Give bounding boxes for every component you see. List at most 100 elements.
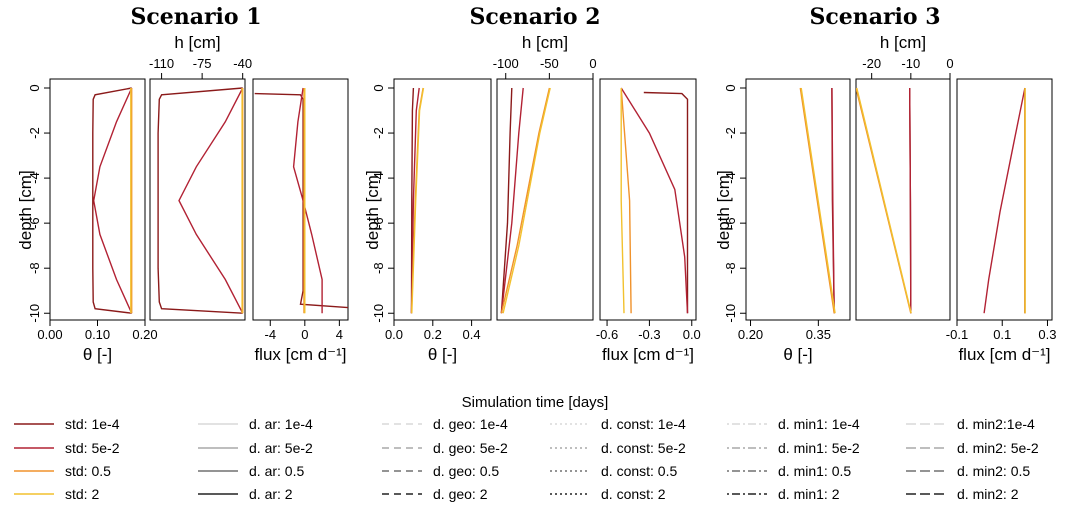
s2-p1-line-std_1e4 xyxy=(410,87,415,314)
s1-p3-series-group xyxy=(254,87,348,314)
s1-p1-xtick-label: 0.00 xyxy=(37,327,62,342)
s3-p2-series-group xyxy=(856,87,912,314)
legend-label: d. geo: 2 xyxy=(433,486,488,502)
legend-label: std: 1e-4 xyxy=(65,416,120,432)
s2-ytick-label: -8 xyxy=(371,262,386,274)
s3-ytick-label: -2 xyxy=(723,127,738,139)
s3-p2-xtick-label: -10 xyxy=(901,56,920,71)
legend-label: d. min2: 5e-2 xyxy=(957,440,1039,456)
s3-p2-xlabel: h [cm] xyxy=(880,33,926,52)
legend-label: d. const: 1e-4 xyxy=(601,416,686,432)
legend-label: d. const: 5e-2 xyxy=(601,440,686,456)
s2-p3-xlabel: flux [cm d⁻¹] xyxy=(602,345,694,364)
legend-label: d. min1: 1e-4 xyxy=(778,416,860,432)
legend-label: d. geo: 1e-4 xyxy=(433,416,508,432)
s1-p1-xtick-label: 0.10 xyxy=(85,327,110,342)
legend-label: std: 5e-2 xyxy=(65,440,120,456)
s2-p2-line-std_1e4 xyxy=(500,87,513,314)
legend-label: d. min2: 2 xyxy=(957,486,1019,502)
s1-p3-line-std_1e4 xyxy=(254,92,348,309)
s2-ytick-label: -10 xyxy=(371,304,386,323)
scenario-2-title: Scenario 2 xyxy=(469,4,600,30)
s1-p3-xlabel: flux [cm d⁻¹] xyxy=(254,345,346,364)
s2-p3-xtick-label: 0.0 xyxy=(683,327,701,342)
s2-ytick-label: -2 xyxy=(371,127,386,139)
s2-p3-xtick-label: -0.3 xyxy=(638,327,660,342)
s2-p2-xtick-label: -100 xyxy=(493,56,519,71)
s1-ytick-label: -6 xyxy=(27,217,42,229)
s2-p3-line-std_5e2 xyxy=(620,87,689,314)
s3-p3-frame xyxy=(956,78,1053,321)
scenario-1-ylabel-group: depth [cm] xyxy=(16,170,35,249)
s2-p2-line-std_05 xyxy=(500,87,551,314)
s1-ytick-label: -8 xyxy=(27,262,42,274)
s2-p3-series-group xyxy=(620,87,689,314)
s3-ytick-label: -4 xyxy=(723,172,738,184)
legend-label: std: 0.5 xyxy=(65,463,111,479)
s3-p3-line-std_5e2 xyxy=(983,87,1026,314)
legend-label: d. min2: 0.5 xyxy=(957,463,1030,479)
s1-p3-line-std_5e2 xyxy=(292,87,323,314)
s3-p2-xtick-label: -20 xyxy=(862,56,881,71)
legend-label: d. min1: 5e-2 xyxy=(778,440,860,456)
s1-p1-xlabel: θ [-] xyxy=(83,345,112,364)
s3-p2-line-std_5e2 xyxy=(909,87,912,314)
s3-p1-line-std_5e2 xyxy=(831,87,835,314)
s1-p2-xlabel: h [cm] xyxy=(174,33,220,52)
s3-p2-line-std_2 xyxy=(856,87,912,314)
s2-p2-series-group xyxy=(500,87,551,314)
scenario-2-ylabel-group: depth [cm] xyxy=(363,170,382,249)
s2-ytick-label: -4 xyxy=(371,172,386,184)
s2-p1-xtick-label: 0.4 xyxy=(463,327,481,342)
scenario-3-ylabel: depth [cm] xyxy=(714,170,733,249)
s1-p2-line-std_1e4 xyxy=(157,87,243,314)
s1-p2-xtick-label: -40 xyxy=(233,56,252,71)
s2-p3-line-std_2 xyxy=(620,88,625,314)
s2-p3-xtick-label: -0.6 xyxy=(596,327,618,342)
s3-p1-frame xyxy=(745,78,851,321)
s1-p1-line-std_5e2 xyxy=(92,87,133,314)
s1-p2-series-group xyxy=(157,87,244,314)
s1-p3-frame xyxy=(252,78,349,321)
s1-p1-line-std_1e4 xyxy=(92,87,132,314)
s1-p3-xtick-label: 0 xyxy=(301,327,308,342)
s2-p1-line-std_2 xyxy=(411,87,425,314)
s1-ytick-label: -4 xyxy=(27,172,42,184)
s2-p2-xtick-label: 0 xyxy=(589,56,596,71)
legend-label: d. ar: 1e-4 xyxy=(249,416,313,432)
legend-label: d. min1: 2 xyxy=(778,486,840,502)
s2-p2-frame xyxy=(496,78,594,321)
legend-label: std: 2 xyxy=(65,486,99,502)
s1-p2-line-std_5e2 xyxy=(178,87,244,314)
scenario-1-title: Scenario 1 xyxy=(130,4,261,30)
scenario-3-title: Scenario 3 xyxy=(809,4,940,30)
s1-p3-xtick-label: -4 xyxy=(264,327,276,342)
s3-p1-xtick-label: 0.20 xyxy=(738,327,763,342)
s3-ytick-label: -6 xyxy=(723,217,738,229)
s2-p2-xlabel: h [cm] xyxy=(522,33,568,52)
s3-p1-line-std_2 xyxy=(800,87,836,314)
s1-p2-frame xyxy=(149,78,246,321)
legend-title: Simulation time [days] xyxy=(462,394,609,411)
s2-p2-xtick-label: -50 xyxy=(540,56,559,71)
s3-p1-line-std_05 xyxy=(799,87,835,314)
scenario-1-ylabel: depth [cm] xyxy=(16,170,35,249)
plot-area: 0-2-4-6-8-100.00 0.10 0.20θ [-]-110 -75 -40h… xyxy=(27,33,1057,364)
s1-ytick-label: -10 xyxy=(27,304,42,323)
s2-p2-line-std_5e2 xyxy=(500,87,524,314)
s3-p2-frame xyxy=(855,78,951,321)
legend-label: d. min2:1e-4 xyxy=(957,416,1035,432)
s1-p1-xtick-label: 0.20 xyxy=(132,327,157,342)
s2-ytick-label: 0 xyxy=(371,84,386,91)
s2-p1-xtick-label: 0.2 xyxy=(424,327,442,342)
s2-p2-line-std_2 xyxy=(502,87,551,314)
s3-p1-series-group xyxy=(799,87,836,314)
s2-p3-line-std_05 xyxy=(620,87,632,314)
s1-ytick-label: -2 xyxy=(27,127,42,139)
s1-p2-xtick-label: -75 xyxy=(193,56,212,71)
s1-p2-xtick-label: -110 xyxy=(149,56,174,71)
legend-label: d. const: 2 xyxy=(601,486,666,502)
s3-p3-xtick-label: 0.3 xyxy=(1038,327,1056,342)
s2-ytick-label: -6 xyxy=(371,217,386,229)
